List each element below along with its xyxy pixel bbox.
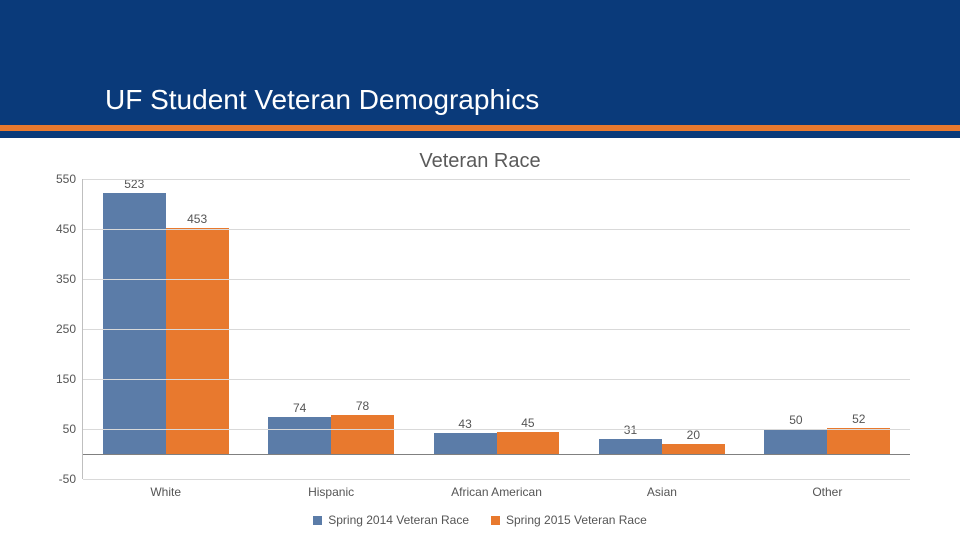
legend-label: Spring 2015 Veteran Race (506, 513, 647, 527)
bar (268, 417, 331, 454)
bar (103, 193, 166, 455)
header-title-band: UF Student Veteran Demographics (0, 75, 960, 125)
bar (662, 444, 725, 454)
bar-value-label: 31 (624, 423, 637, 439)
bar-value-label: 50 (789, 413, 802, 429)
category-label: Hispanic (308, 485, 354, 499)
header-top-band (0, 0, 960, 75)
baseline (83, 454, 910, 455)
bar (331, 415, 394, 454)
chart-plot-wrap: -5050150250350450550 523453White7478Hisp… (82, 179, 910, 479)
y-axis: -5050150250350450550 (40, 179, 80, 479)
slide-header: UF Student Veteran Demographics (0, 0, 960, 138)
veteran-race-chart: Veteran Race -5050150250350450550 523453… (40, 150, 920, 530)
category-label: Other (812, 485, 842, 499)
bar (827, 428, 890, 454)
y-tick-label: 550 (56, 172, 76, 186)
bar-value-label: 52 (852, 412, 865, 428)
y-tick-label: 350 (56, 272, 76, 286)
chart-title: Veteran Race (40, 150, 920, 173)
category-label: Asian (647, 485, 677, 499)
gridline (83, 229, 910, 230)
category-label: White (150, 485, 181, 499)
bar-value-label: 78 (356, 399, 369, 415)
bar-value-label: 74 (293, 401, 306, 417)
y-tick-label: 50 (63, 422, 76, 436)
bar (497, 432, 560, 455)
legend-item: Spring 2015 Veteran Race (491, 513, 647, 527)
bar-value-label: 43 (458, 417, 471, 433)
gridline (83, 479, 910, 480)
bar-value-label: 453 (187, 212, 207, 228)
legend-item: Spring 2014 Veteran Race (313, 513, 469, 527)
legend-label: Spring 2014 Veteran Race (328, 513, 469, 527)
gridline (83, 179, 910, 180)
bar (166, 228, 229, 455)
gridline (83, 379, 910, 380)
legend-swatch (491, 516, 500, 525)
bar (599, 439, 662, 455)
header-thin-stripe (0, 131, 960, 138)
gridline (83, 279, 910, 280)
gridline (83, 329, 910, 330)
gridline (83, 429, 910, 430)
chart-legend: Spring 2014 Veteran Race Spring 2015 Vete… (40, 513, 920, 527)
bar (434, 433, 497, 455)
y-tick-label: 150 (56, 372, 76, 386)
category-label: African American (451, 485, 542, 499)
y-tick-label: 250 (56, 322, 76, 336)
y-tick-label: 450 (56, 222, 76, 236)
chart-plot: 523453White7478Hispanic4345African Ameri… (82, 179, 910, 479)
page-title: UF Student Veteran Demographics (105, 84, 539, 116)
y-tick-label: -50 (59, 472, 76, 486)
bar (764, 429, 827, 454)
bar-value-label: 20 (687, 428, 700, 444)
legend-swatch (313, 516, 322, 525)
